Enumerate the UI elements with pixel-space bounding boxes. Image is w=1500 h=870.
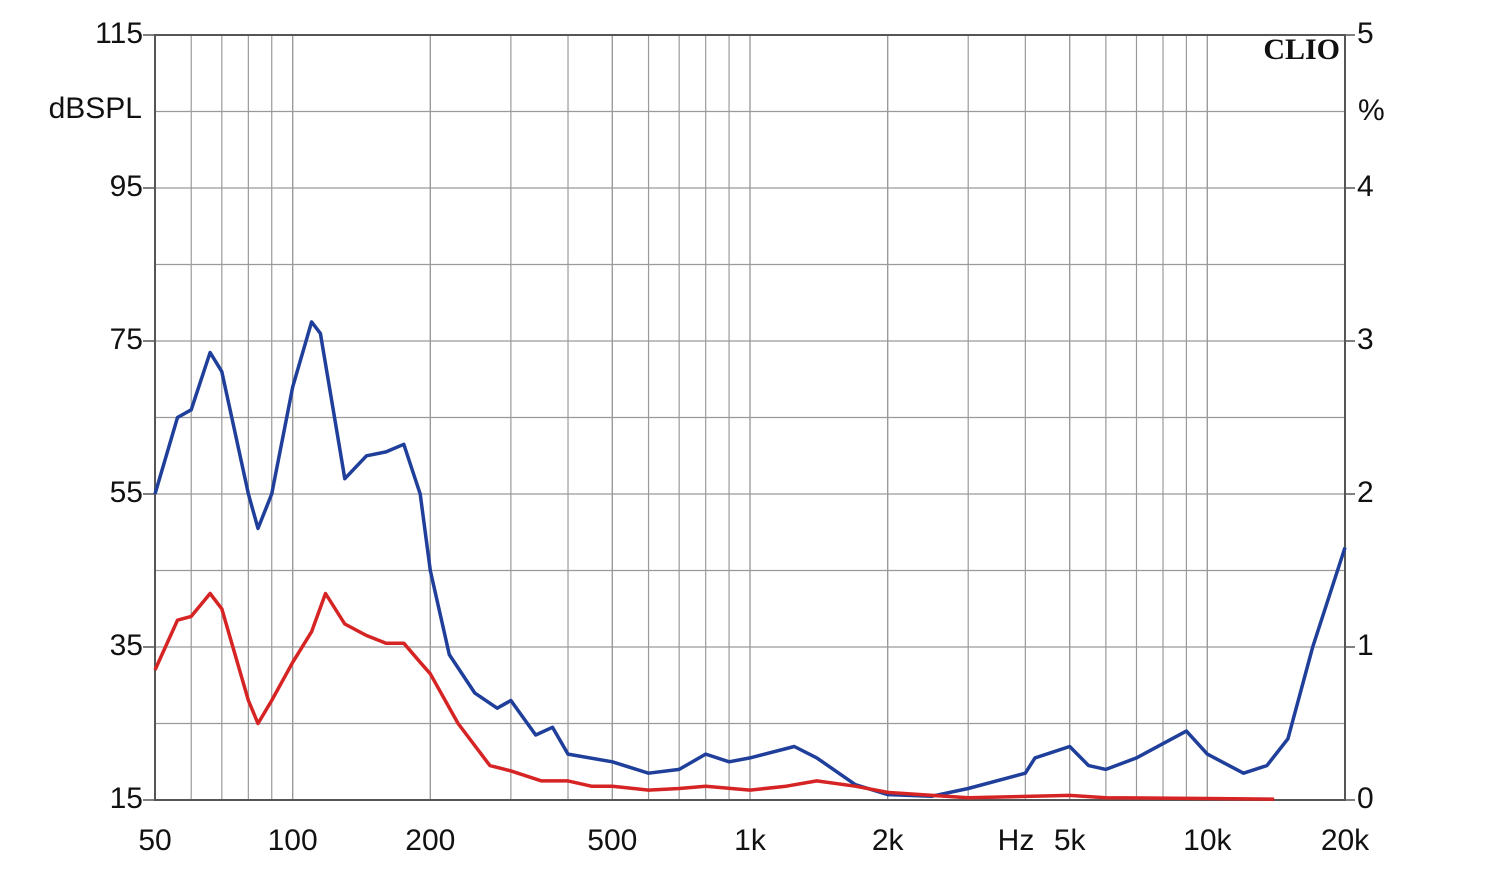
- y2-tick-label: 3: [1357, 323, 1374, 356]
- plot-frame: [154, 34, 1346, 801]
- x-tick-label: 100: [268, 824, 318, 857]
- y2-tick-label: 0: [1357, 782, 1374, 815]
- x-tick-label: 2k: [872, 824, 905, 857]
- y-tick-label: 55: [110, 476, 143, 509]
- x-axis-label: Hz: [998, 824, 1035, 857]
- x-tick-label: 20k: [1321, 824, 1370, 857]
- y-tick-label: 15: [110, 782, 143, 815]
- y-tick-label: 35: [110, 629, 143, 662]
- y2-tick-label: 1: [1357, 629, 1374, 662]
- series-line: [153, 320, 1347, 798]
- brand-logo: CLIO: [1263, 33, 1340, 66]
- y2-tick-label: 4: [1357, 170, 1374, 203]
- y2-tick-label: 5: [1357, 17, 1374, 50]
- y-tick-label: 75: [110, 323, 143, 356]
- series-line: [153, 591, 1275, 801]
- y2-tick-label: 2: [1357, 476, 1374, 509]
- x-tick-label: 500: [587, 824, 637, 857]
- y2-axis-label: %: [1358, 94, 1385, 127]
- y-tick-label: 115: [95, 17, 143, 50]
- y-tick-label: 95: [110, 170, 143, 203]
- x-tick-label: 5k: [1054, 824, 1087, 857]
- x-tick-label: 200: [405, 824, 455, 857]
- x-tick-label: 1k: [734, 824, 767, 857]
- x-tick-label: 50: [138, 824, 171, 857]
- y-axis-label: dBSPL: [49, 92, 142, 125]
- x-tick-label: 10k: [1183, 824, 1232, 857]
